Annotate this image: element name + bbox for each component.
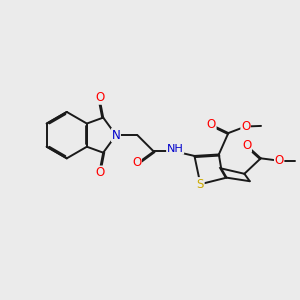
Text: NH: NH <box>167 144 184 154</box>
Text: O: O <box>274 154 284 167</box>
Text: O: O <box>95 91 104 104</box>
Text: O: O <box>207 118 216 130</box>
Text: O: O <box>132 156 141 169</box>
Text: O: O <box>241 120 250 133</box>
Text: S: S <box>197 178 204 191</box>
Text: N: N <box>112 129 120 142</box>
Text: O: O <box>242 139 251 152</box>
Text: O: O <box>95 166 104 179</box>
